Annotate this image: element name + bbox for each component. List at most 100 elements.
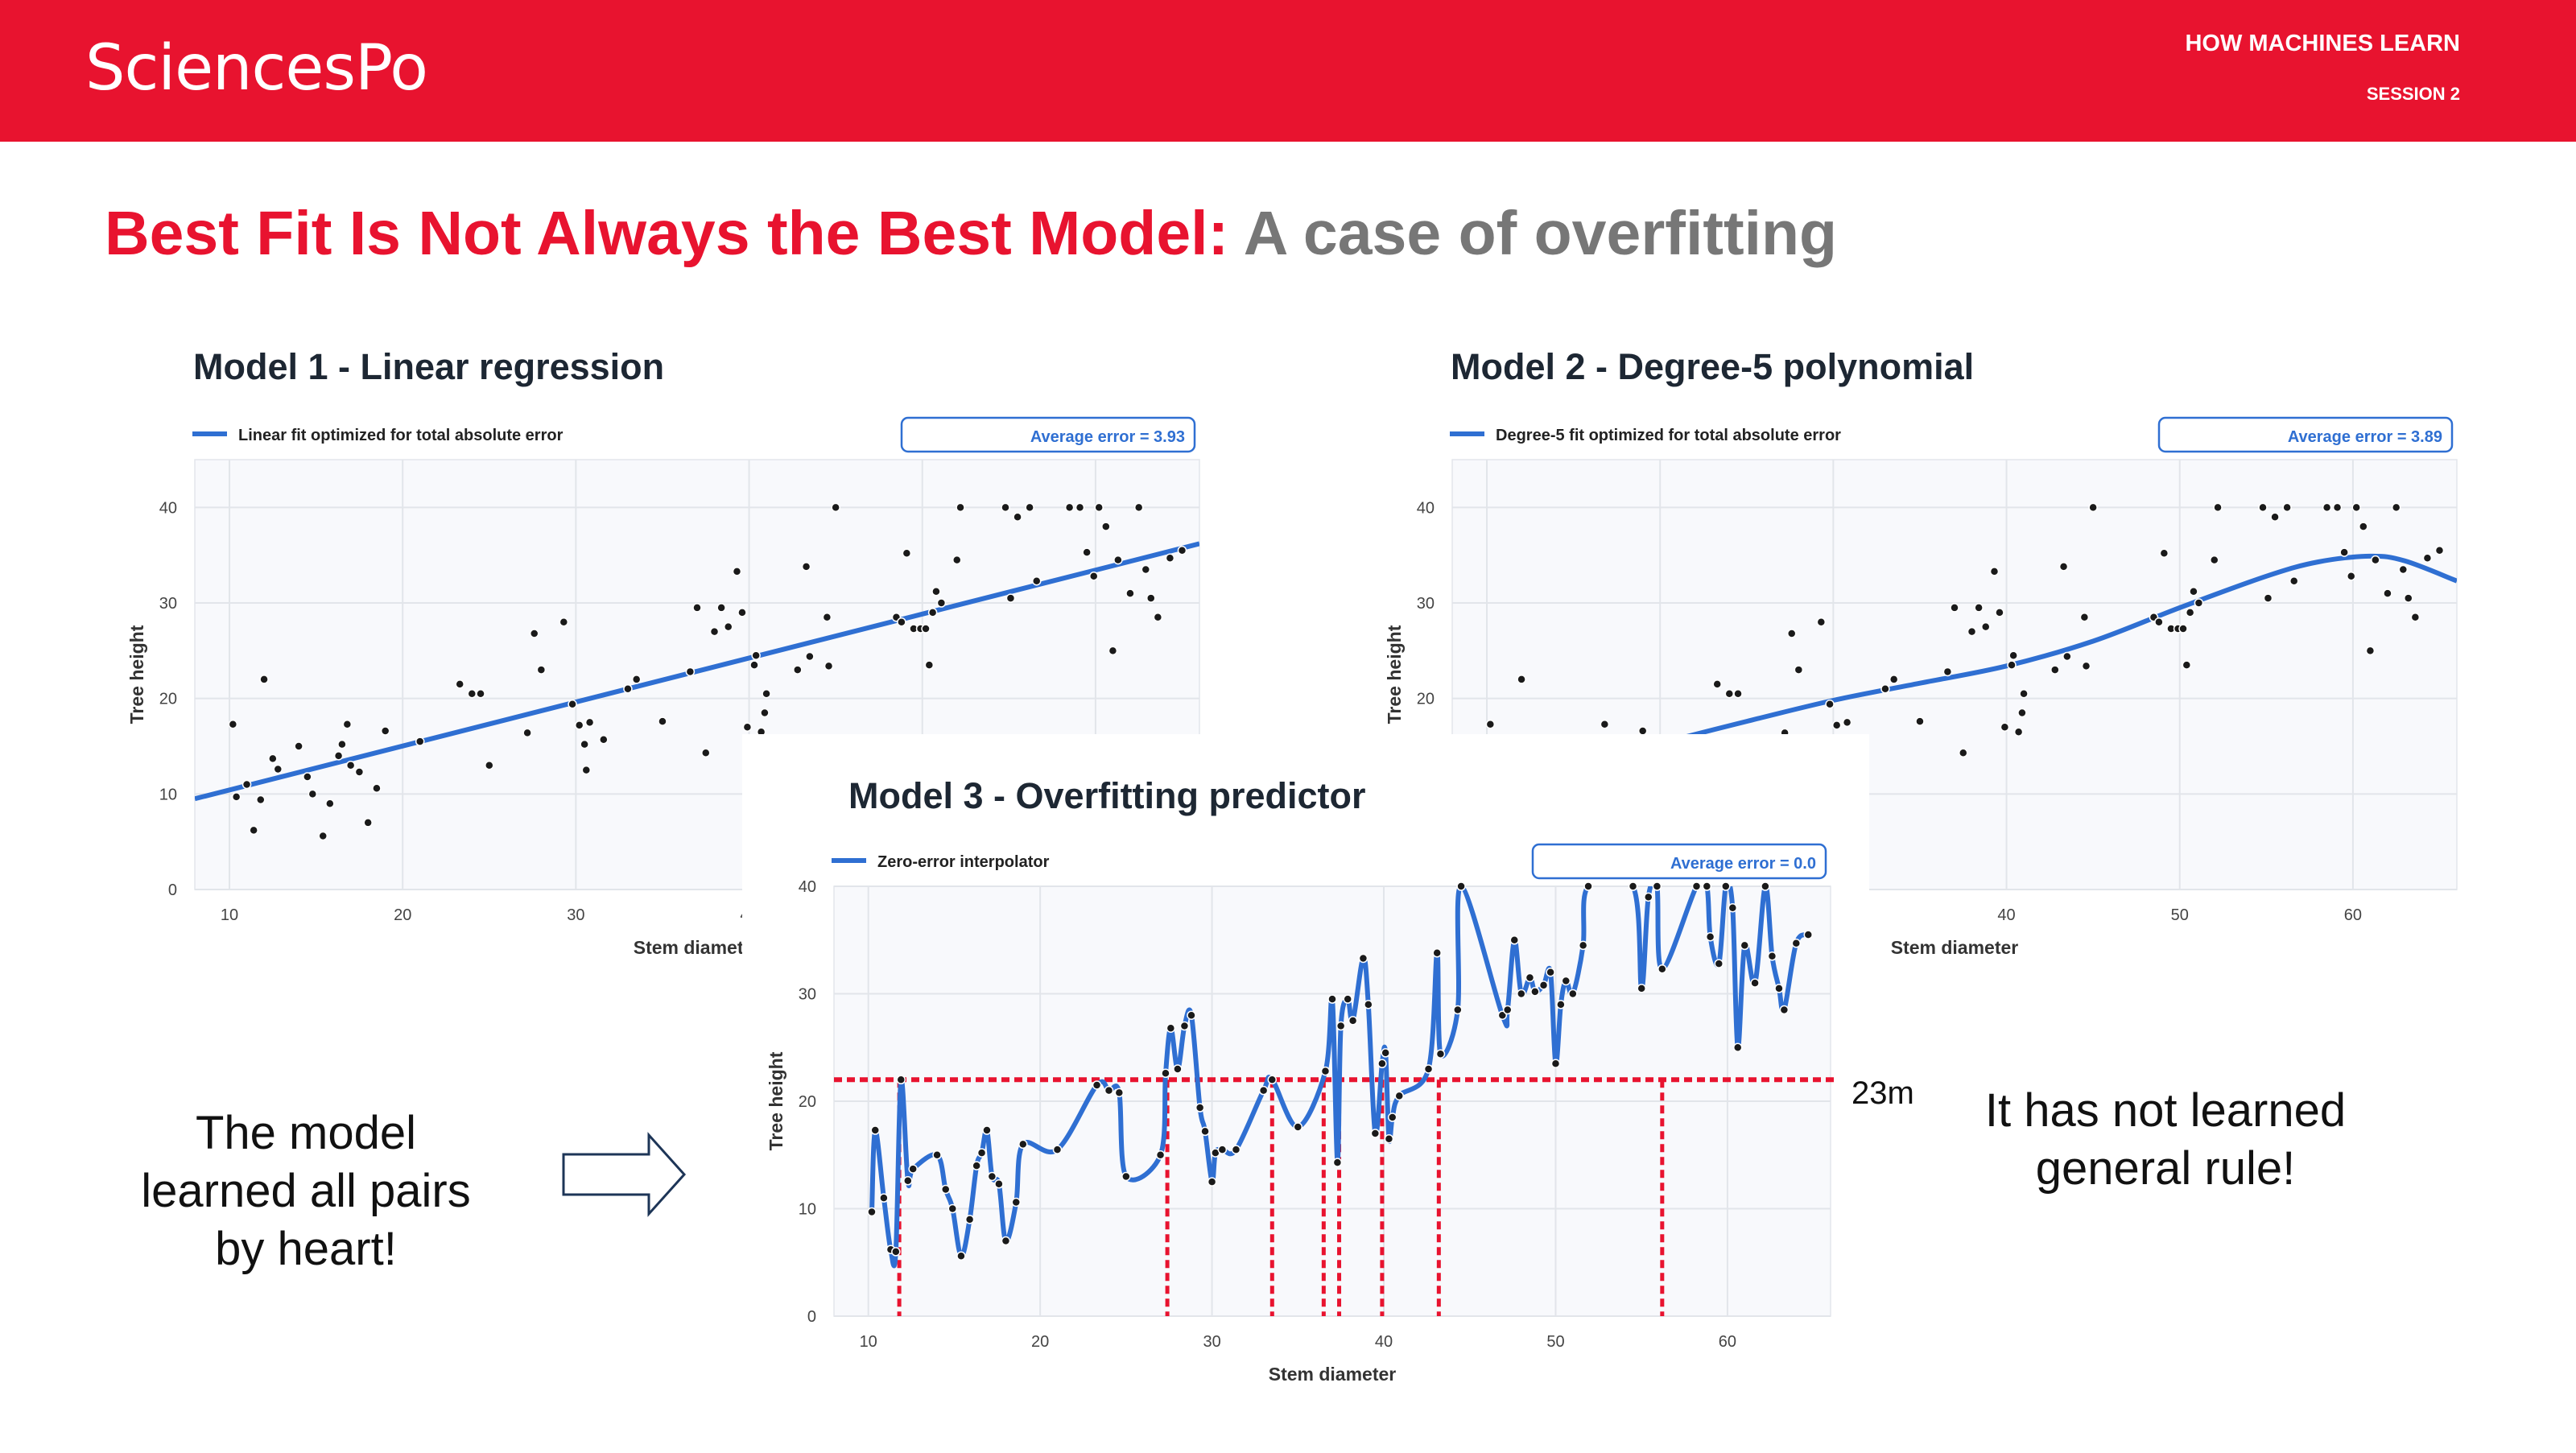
data-point (2210, 555, 2219, 565)
data-point (228, 719, 238, 729)
right-note-line: general rule! (2035, 1142, 2296, 1195)
data-point (737, 608, 747, 617)
data-point (1018, 1139, 1028, 1150)
slide-title-sub: A case of overfitting (1243, 199, 1838, 268)
data-point (908, 1164, 918, 1174)
data-point (1435, 1049, 1446, 1059)
data-point (1761, 881, 1770, 891)
data-point (1530, 987, 1540, 997)
data-point (2383, 588, 2392, 598)
data-point (1831, 720, 1842, 730)
data-point (2270, 512, 2280, 522)
data-point (1525, 972, 1535, 983)
y-axis-label: Tree height (126, 625, 147, 724)
data-point (2088, 502, 2098, 513)
data-point (1075, 502, 1085, 513)
data-point (242, 779, 252, 790)
x-tick-label: 60 (1719, 1333, 1736, 1351)
data-point (1031, 576, 1042, 586)
data-point (259, 675, 269, 684)
data-point (2017, 708, 2027, 718)
data-point (1767, 951, 1777, 961)
y-tick-label: 0 (807, 1308, 816, 1326)
data-point (337, 739, 347, 749)
error-label: Average error = 0.0 (1670, 855, 1816, 873)
y-tick-label: 0 (168, 881, 177, 899)
error-box (2157, 416, 2454, 453)
data-point (793, 665, 803, 675)
data-point (1052, 1145, 1063, 1154)
data-point (1517, 675, 1526, 684)
data-point (1165, 553, 1175, 563)
left-note-line: learned all pairs (141, 1165, 471, 1217)
data-point (2081, 661, 2091, 671)
y-tick-label: 10 (799, 1201, 816, 1219)
data-point (2332, 502, 2343, 513)
data-point (529, 629, 539, 638)
data-point (891, 1247, 901, 1257)
data-point (1195, 1103, 1205, 1112)
legend-label: Zero-error interpolator (877, 853, 1050, 871)
data-point (2434, 545, 2445, 555)
data-point (522, 728, 532, 738)
data-point (1453, 1005, 1463, 1015)
data-point (1092, 1080, 1102, 1090)
error-box (1531, 843, 1827, 880)
data-point (1423, 1064, 1434, 1074)
y-axis-label: Tree height (1384, 625, 1405, 724)
data-point (1967, 626, 1977, 637)
data-point (1509, 935, 1520, 945)
data-point (2365, 646, 2376, 656)
data-point (1082, 547, 1092, 557)
data-point (732, 567, 742, 576)
data-point (1989, 567, 2000, 576)
data-point (1125, 588, 1135, 598)
error-label: Average error = 3.93 (1030, 428, 1185, 446)
data-point (1348, 1016, 1358, 1026)
data-point (2282, 502, 2292, 513)
data-point (982, 1125, 992, 1135)
data-point (749, 660, 759, 670)
x-tick-label: 40 (1997, 906, 2015, 924)
data-point (2258, 502, 2268, 513)
data-point (1267, 1075, 1278, 1085)
y-tick-label: 20 (159, 691, 177, 708)
x-tick-label: 50 (1546, 1333, 1564, 1351)
left-note: The model learned all pairs by heart! (121, 1104, 491, 1278)
data-point (1568, 989, 1578, 999)
x-tick-label: 20 (1031, 1333, 1049, 1351)
data-point (1546, 968, 1555, 977)
data-point (716, 603, 726, 613)
data-point (1146, 593, 1156, 603)
data-point (1705, 931, 1715, 942)
x-tick-label: 10 (221, 906, 238, 924)
data-point (1343, 994, 1352, 1004)
data-point (1791, 939, 1802, 948)
header-bar: SciencesPo HOW MACHINES LEARN SESSION 2 (0, 0, 2576, 142)
data-point (2410, 613, 2421, 622)
data-point (936, 598, 947, 608)
data-point (762, 688, 771, 699)
data-point (455, 679, 464, 689)
slide-title: Best Fit Is Not Always the Best Model: A… (105, 198, 1837, 270)
data-point (701, 748, 711, 758)
data-point (742, 722, 753, 733)
data-point (2013, 727, 2024, 737)
data-point (1153, 613, 1163, 622)
data-point (1387, 1112, 1397, 1122)
data-point (1779, 1005, 1790, 1015)
data-point (1179, 1021, 1190, 1031)
data-point (2189, 587, 2198, 596)
data-point (1578, 940, 1588, 951)
left-note-line: The model (195, 1107, 417, 1159)
data-point (1384, 1133, 1394, 1144)
sciencespo-logo: SciencesPo (85, 32, 428, 105)
data-point (1628, 881, 1638, 891)
data-point (1825, 700, 1835, 709)
data-point (294, 741, 303, 751)
data-point (1293, 1122, 1303, 1132)
data-point (1643, 892, 1653, 902)
data-point (1025, 502, 1034, 513)
x-tick-label: 50 (2171, 906, 2189, 924)
